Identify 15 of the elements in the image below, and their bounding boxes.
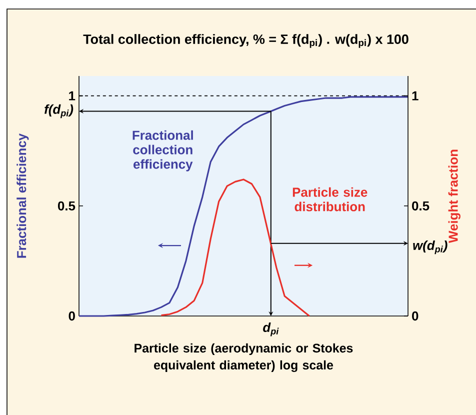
y-tick-label: 1: [69, 91, 76, 100]
y2-axis-title: Weight fraction: [448, 150, 460, 243]
y-axis-title: Fractional efficiency: [16, 133, 29, 258]
x-axis-title: Particle size (aerodynamic or Stokes equivalent diameter) log scale: [134, 343, 353, 372]
ref-line-label: w(d$_{pi}$): [413, 240, 448, 254]
y-tick-label: 0.5: [58, 201, 76, 210]
y2-tick-label: 0.5: [412, 201, 430, 210]
text: Particle size distribution: [292, 187, 368, 212]
series-label: Fractional collection efficiency: [132, 130, 193, 172]
ref-line-label: f(d$_{pi}$): [44, 104, 74, 118]
y2-tick-label: 0: [412, 311, 418, 321]
chart-title: Total collection efficiency, % = Σ f(d$_{pi}$) . w(d$_{pi}$) x 100: [83, 34, 408, 48]
y2-tick-label: 1: [412, 91, 418, 100]
y-tick-label: 0: [68, 311, 75, 321]
text: d$_{pi}$: [263, 322, 279, 336]
